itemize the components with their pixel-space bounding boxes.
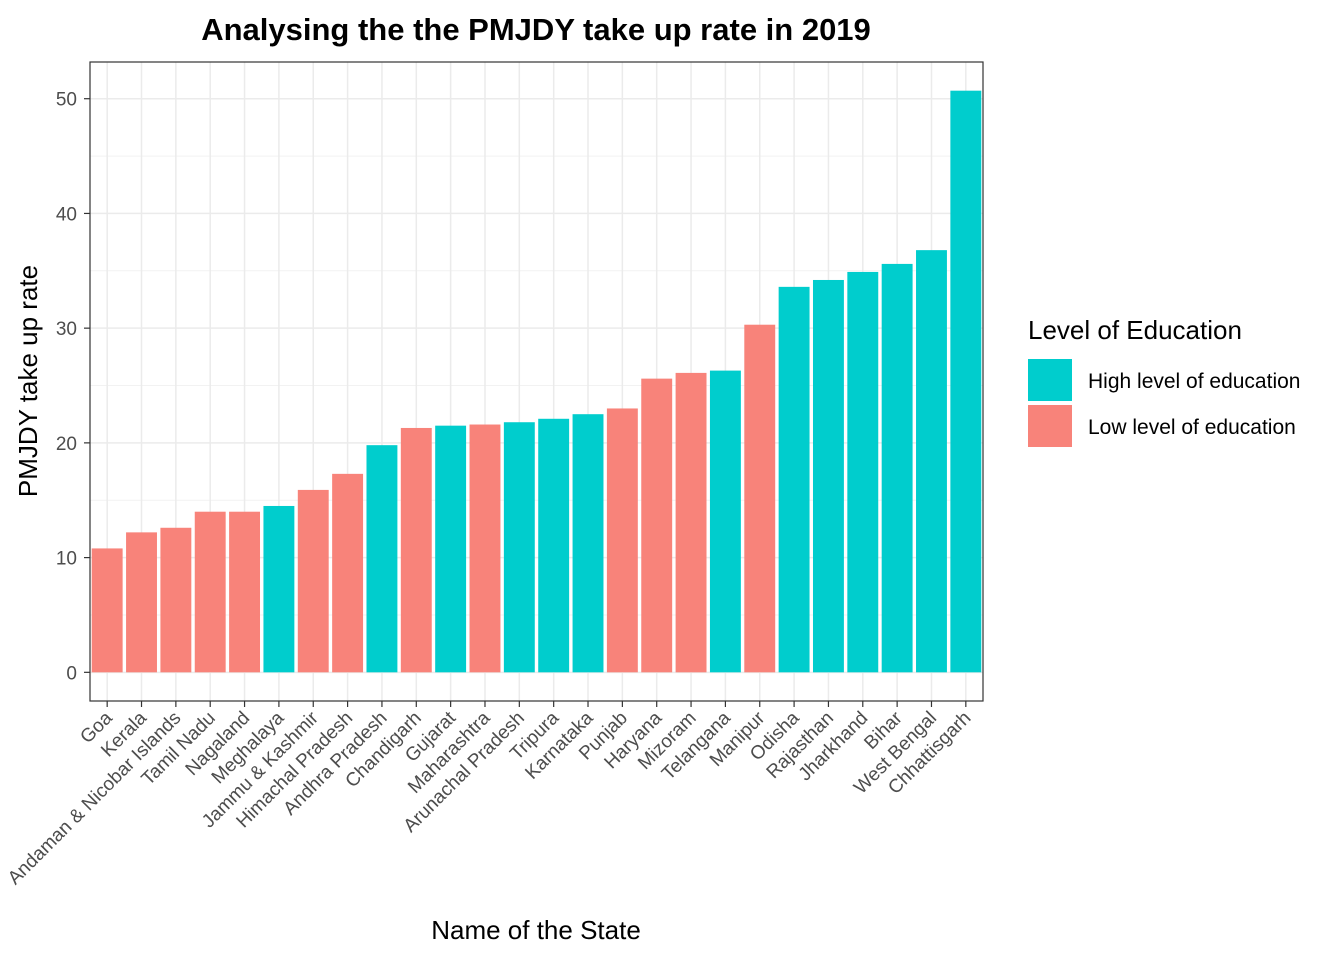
- bar-rajasthan: [812, 279, 844, 673]
- plot-panel-border: [89, 61, 984, 702]
- bar-jammu-kashmir: [297, 489, 329, 673]
- legend-title: Level of Education: [1028, 315, 1242, 345]
- bar-goa: [91, 548, 123, 673]
- bar-arunachal-pradesh: [503, 422, 535, 673]
- bar-tripura: [538, 418, 570, 673]
- bar-maharashtra: [469, 424, 501, 673]
- bar-jharkhand: [847, 271, 879, 673]
- y-tick-label: 50: [56, 90, 77, 111]
- bar-meghalaya: [263, 505, 295, 673]
- bar-bihar: [881, 263, 913, 673]
- bar-mizoram: [675, 372, 707, 673]
- y-tick-label: 0: [66, 663, 77, 684]
- bar-telangana: [709, 370, 741, 673]
- y-axis-title: PMJDY take up rate: [13, 265, 43, 497]
- legend-label-high: High level of education: [1088, 370, 1300, 393]
- bar-manipur: [744, 324, 776, 673]
- legend-swatch-low: [1028, 405, 1072, 447]
- legend-label-low: Low level of education: [1088, 416, 1296, 439]
- bar-gujarat: [435, 425, 467, 673]
- bar-tamil-nadu: [194, 511, 226, 673]
- y-tick-label: 40: [56, 204, 77, 225]
- legend: Level of Education High level of educati…: [1028, 315, 1300, 447]
- bar-chhattisgarh: [950, 90, 982, 673]
- bar-kerala: [126, 532, 157, 673]
- bar-andaman-nicobar-islands: [160, 527, 192, 673]
- y-tick-label: 30: [56, 319, 77, 340]
- y-tick-label: 20: [56, 434, 77, 455]
- bar-nagaland: [229, 511, 261, 673]
- bar-himachal-pradesh: [332, 473, 364, 673]
- bars: [91, 90, 982, 673]
- bar-odisha: [778, 286, 810, 673]
- legend-swatch-high: [1028, 359, 1072, 401]
- bar-west-bengal: [916, 250, 947, 673]
- bar-andhra-pradesh: [366, 445, 398, 673]
- bar-karnataka: [572, 414, 604, 673]
- chart-title: Analysing the the PMJDY take up rate in …: [201, 12, 871, 47]
- bar-haryana: [641, 378, 673, 673]
- x-axis-title: Name of the State: [431, 915, 641, 945]
- y-tick-label: 10: [56, 549, 77, 570]
- bar-chandigarh: [400, 427, 432, 673]
- bar-punjab: [606, 408, 638, 673]
